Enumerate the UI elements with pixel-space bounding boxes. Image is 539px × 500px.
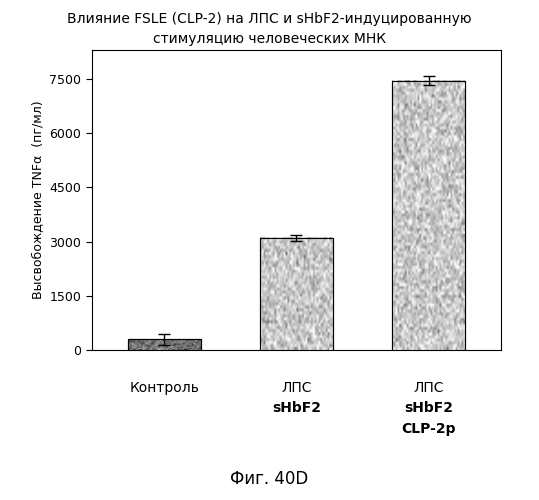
Bar (128, 339, 201, 350)
Text: стимуляцию человеческих МНК: стимуляцию человеческих МНК (153, 32, 386, 46)
Text: CLP-2p: CLP-2p (402, 422, 456, 436)
Text: ЛПС: ЛПС (413, 380, 444, 394)
Text: sHbF2: sHbF2 (404, 402, 453, 415)
Text: ЛПС: ЛПС (281, 380, 312, 394)
Bar (392, 80, 465, 350)
Text: Влияние FSLE (CLP-2) на ЛПС и sHbF2-индуцированную: Влияние FSLE (CLP-2) на ЛПС и sHbF2-инду… (67, 12, 472, 26)
Bar (260, 238, 333, 350)
Text: sHbF2: sHbF2 (272, 402, 321, 415)
Text: Контроль: Контроль (129, 380, 199, 394)
Bar (260, 238, 333, 350)
Bar (392, 80, 465, 350)
Bar (128, 339, 201, 350)
Text: Фиг. 40D: Фиг. 40D (230, 470, 309, 488)
Y-axis label: Высвобождение TNFα  (пг/мл): Высвобождение TNFα (пг/мл) (31, 100, 44, 300)
